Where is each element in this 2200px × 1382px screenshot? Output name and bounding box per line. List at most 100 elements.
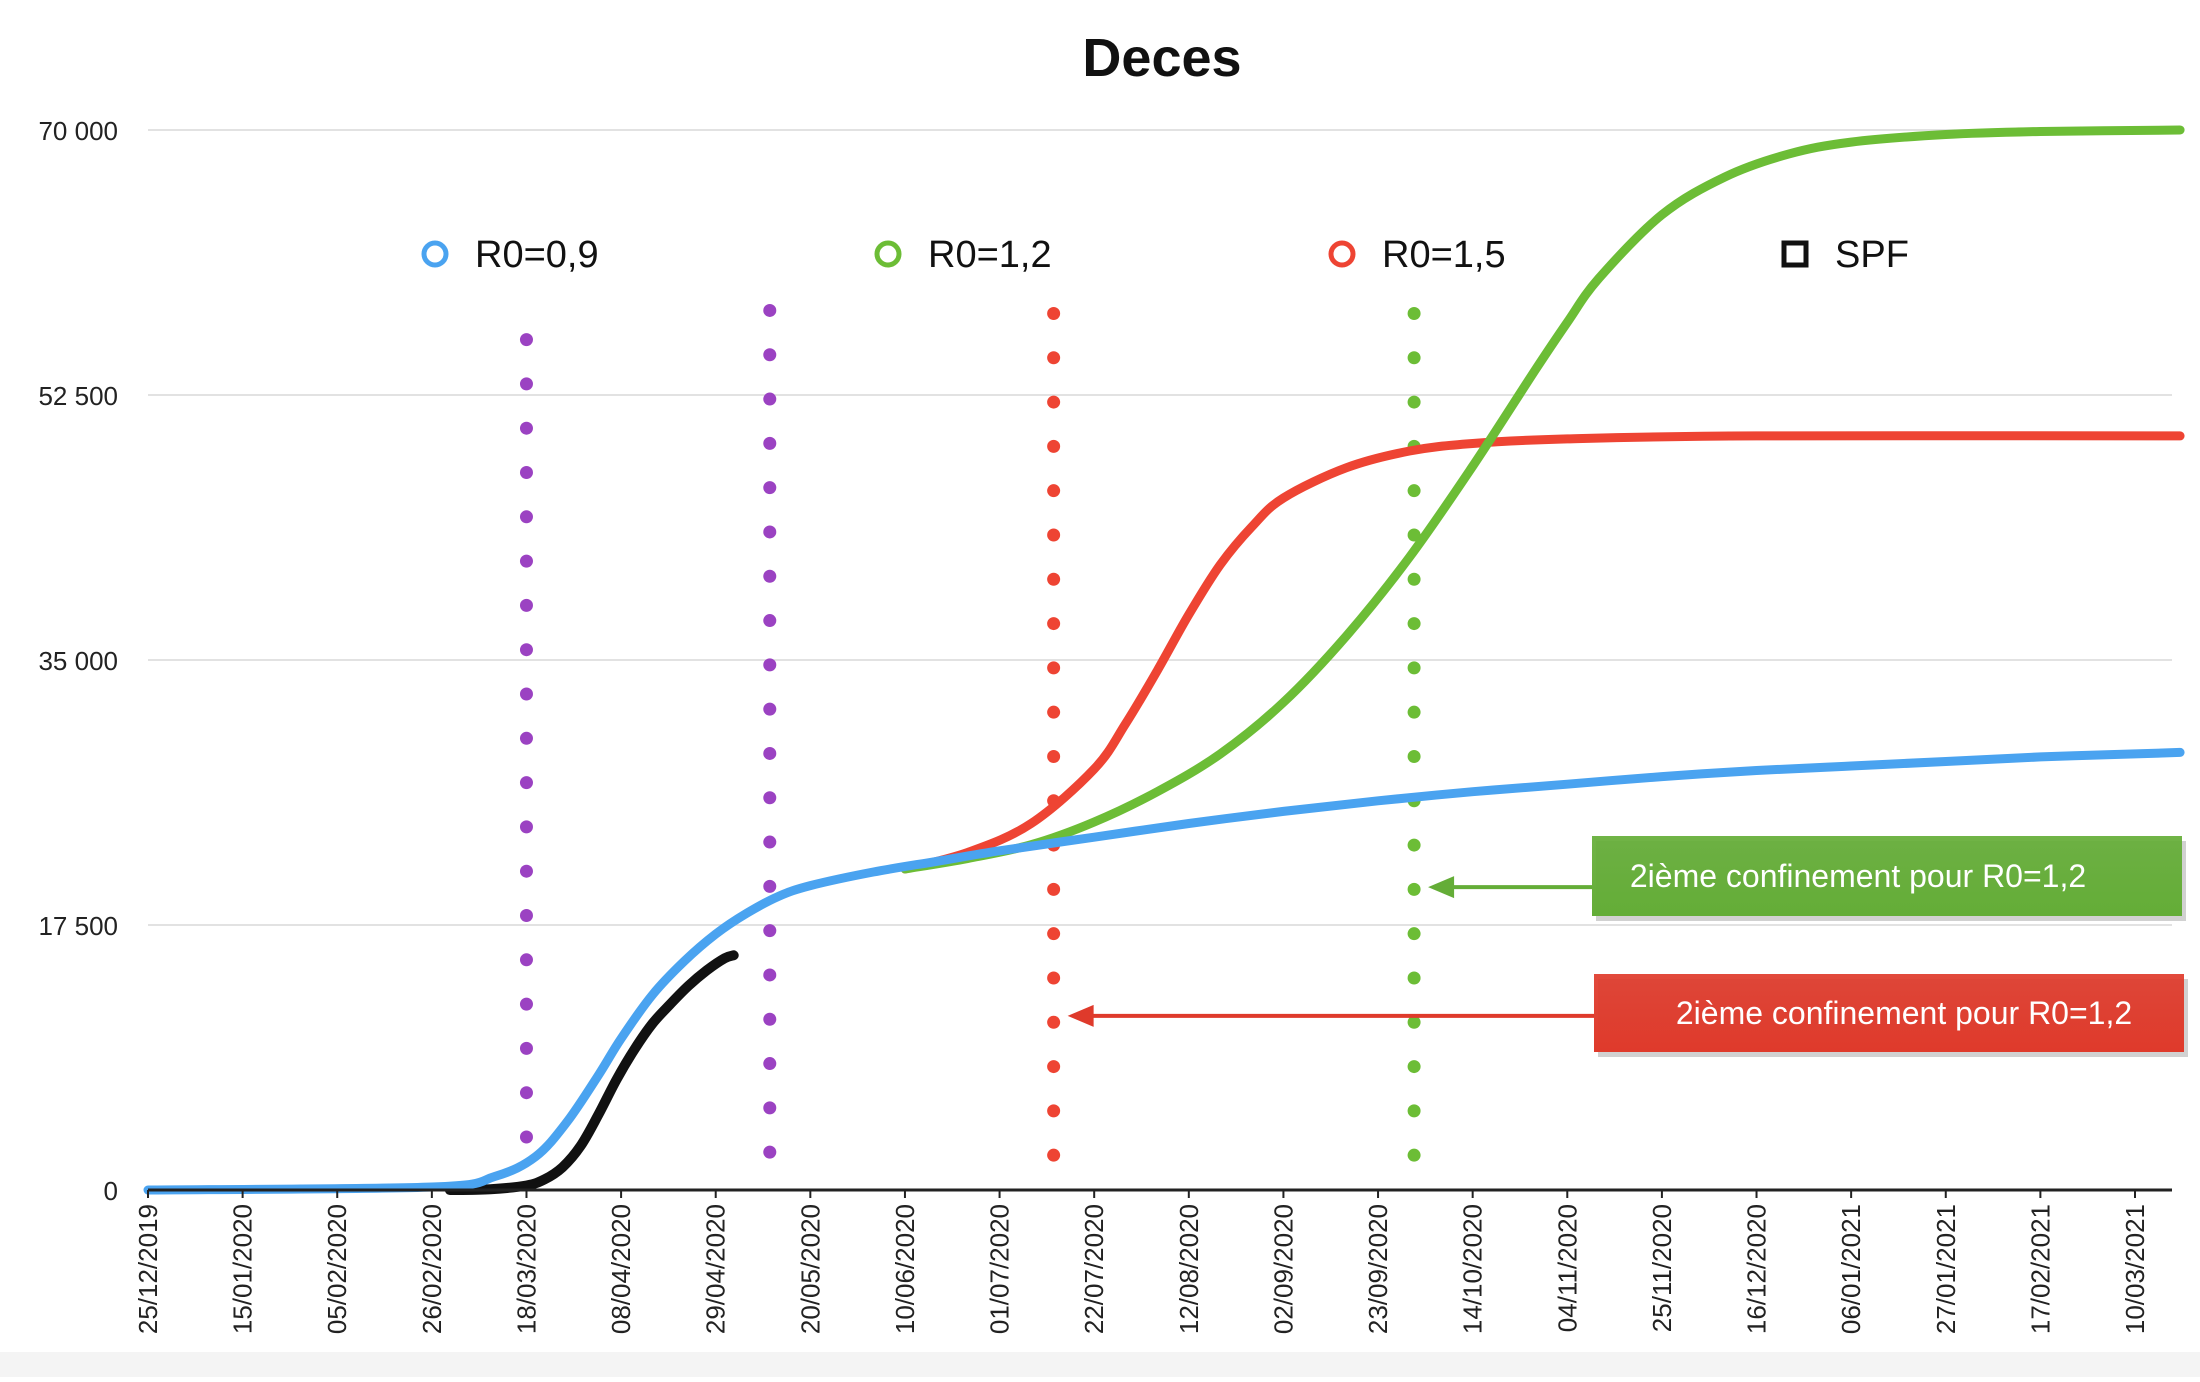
x-tick-label: 02/09/2020	[1268, 1204, 1298, 1334]
marker-dot	[519, 864, 533, 878]
marker-dot	[763, 879, 777, 893]
callout-box	[1592, 836, 2182, 916]
marker-dot	[1407, 882, 1421, 896]
marker-dot	[1407, 971, 1421, 985]
marker-dot	[519, 1086, 533, 1100]
marker-dot	[1407, 838, 1421, 852]
marker-dot	[519, 953, 533, 967]
x-tick-label: 22/07/2020	[1079, 1204, 1109, 1334]
marker-dot	[1407, 749, 1421, 763]
x-tick-label: 12/08/2020	[1174, 1204, 1204, 1334]
x-tick-label: 15/01/2020	[228, 1204, 258, 1334]
y-tick-label: 70 000	[38, 116, 118, 146]
marker-dot	[763, 481, 777, 495]
marker-dot	[1047, 1148, 1061, 1162]
marker-dot	[1047, 484, 1061, 498]
marker-dot	[1407, 1060, 1421, 1074]
x-tick-label: 10/03/2021	[2120, 1204, 2150, 1334]
vertical-dotted-line-1	[763, 303, 777, 1159]
marker-dot	[519, 643, 533, 657]
marker-dot	[763, 835, 777, 849]
callout-text: 2ième confinement pour R0=1,2	[1630, 858, 2086, 894]
marker-dot	[763, 1145, 777, 1159]
marker-dot	[763, 658, 777, 672]
x-tick-label: 14/10/2020	[1458, 1204, 1488, 1334]
series-line-r0-1-2	[900, 125, 2185, 874]
x-tick-label: 18/03/2020	[511, 1204, 541, 1334]
marker-dot	[763, 1101, 777, 1115]
marker-dot	[1407, 572, 1421, 586]
legend-marker-circle	[421, 240, 449, 268]
marker-dot	[519, 1130, 533, 1144]
marker-dot	[763, 348, 777, 362]
vertical-dotted-line-0	[519, 333, 533, 1144]
legend-item-spf: SPF	[1781, 234, 1909, 276]
legend-label: R0=0,9	[475, 234, 599, 276]
marker-dot	[1047, 306, 1061, 320]
series-line-spf	[444, 950, 739, 1195]
marker-dot	[763, 392, 777, 406]
marker-dot	[1407, 351, 1421, 365]
marker-dot	[1047, 1104, 1061, 1118]
marker-dot	[519, 731, 533, 745]
x-tick-label: 05/02/2020	[322, 1204, 352, 1334]
marker-dot	[1047, 439, 1061, 453]
marker-dot	[519, 598, 533, 612]
chart-title: Deces	[1082, 28, 1241, 88]
vertical-dotted-line-2	[1047, 306, 1061, 1162]
x-tick-label: 23/09/2020	[1363, 1204, 1393, 1334]
y-tick-label: 0	[104, 1176, 118, 1206]
marker-dot	[1407, 927, 1421, 941]
marker-dot	[1407, 484, 1421, 498]
x-tick-label: 16/12/2020	[1742, 1204, 1772, 1334]
x-tick-label: 26/02/2020	[417, 1204, 447, 1334]
legend-item-r0-1-2: R0=1,2	[874, 234, 1052, 276]
callout-1: 2ième confinement pour R0=1,2	[1428, 836, 2186, 921]
marker-dot	[763, 924, 777, 938]
callout-text: 2ième confinement pour R0=1,2	[1676, 995, 2132, 1031]
marker-dot	[519, 466, 533, 479]
arrow-head-icon	[1428, 876, 1455, 899]
marker-dot	[1407, 1104, 1421, 1118]
marker-dot	[1047, 617, 1061, 631]
x-tick-label: 29/04/2020	[701, 1204, 731, 1334]
y-tick-label: 17 500	[38, 911, 118, 941]
marker-dot	[1407, 617, 1421, 631]
x-tick-label: 17/02/2021	[2025, 1204, 2055, 1334]
marker-dot	[519, 997, 533, 1011]
marker-dot	[1047, 705, 1061, 719]
callout-box	[1594, 974, 2184, 1052]
marker-dot	[1047, 1015, 1061, 1029]
x-tick-label: 25/11/2020	[1647, 1204, 1677, 1332]
marker-dot	[1047, 749, 1061, 763]
marker-dot	[1047, 971, 1061, 985]
legend-label: SPF	[1835, 234, 1909, 276]
legend-item-r0-0-9: R0=0,9	[421, 234, 599, 276]
marker-dot	[763, 569, 777, 583]
marker-dot	[1047, 528, 1061, 542]
marker-dot	[1047, 927, 1061, 941]
marker-dot	[519, 377, 533, 391]
marker-dot	[763, 525, 777, 539]
marker-dot	[519, 421, 533, 435]
marker-dot	[763, 1057, 777, 1071]
x-tick-label: 20/05/2020	[795, 1204, 825, 1334]
marker-dot	[1407, 705, 1421, 719]
arrow-head-icon	[1067, 1004, 1094, 1027]
x-tick-label: 27/01/2021	[1931, 1204, 1961, 1334]
marker-dot	[519, 554, 533, 568]
bottom-band	[0, 1352, 2200, 1377]
marker-dot	[763, 436, 777, 450]
x-tick-label: 10/06/2020	[890, 1204, 920, 1334]
marker-dot	[1047, 572, 1061, 586]
legend-label: R0=1,2	[928, 234, 1052, 276]
marker-dot	[1407, 1148, 1421, 1162]
callout-2: 2ième confinement pour R0=1,2	[1067, 974, 2188, 1057]
x-tick-label: 01/07/2020	[985, 1204, 1015, 1334]
marker-dot	[763, 746, 777, 760]
marker-dot	[519, 909, 533, 922]
marker-dot	[1407, 395, 1421, 409]
marker-dot	[1407, 661, 1421, 675]
